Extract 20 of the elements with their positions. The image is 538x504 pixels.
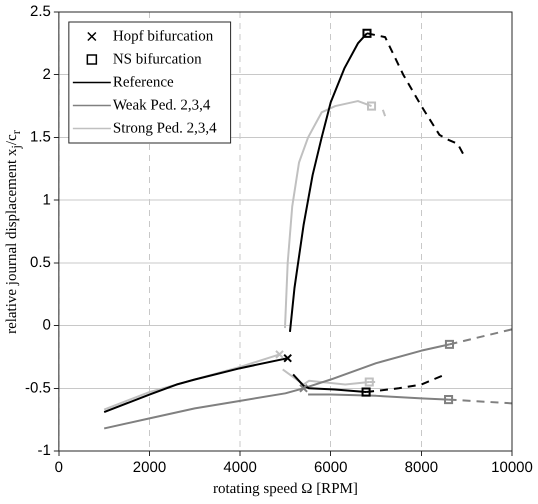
legend-label: NS bifurcation xyxy=(112,51,202,68)
x-tick-label: 10000 xyxy=(491,459,533,476)
y-tick-label: 1 xyxy=(42,191,51,208)
x-tick-label: 0 xyxy=(54,459,64,476)
legend-label: Reference xyxy=(112,74,174,90)
y-tick-label: 2.5 xyxy=(30,3,51,20)
y-tick-label: 2 xyxy=(42,66,51,83)
x-tick-label: 6000 xyxy=(314,459,348,476)
legend-label: Strong Ped. 2,3,4 xyxy=(112,120,218,136)
x-tick-label: 4000 xyxy=(223,459,257,476)
y-tick-label: -0.5 xyxy=(24,379,51,396)
x-axis-title: rotating speed Ω [RPM] xyxy=(212,480,358,497)
y-tick-label: 1.5 xyxy=(30,128,51,146)
y-tick-label: -1 xyxy=(38,442,51,460)
x-tick-label: 2000 xyxy=(132,459,166,476)
legend-label: Weak Ped. 2,3,4 xyxy=(112,97,211,114)
y-tick-label: 0.5 xyxy=(30,254,51,271)
y-tick-label: 0 xyxy=(42,316,51,334)
x-tick-label: 8000 xyxy=(404,459,438,476)
legend-label: Hopf bifurcation xyxy=(112,28,214,44)
